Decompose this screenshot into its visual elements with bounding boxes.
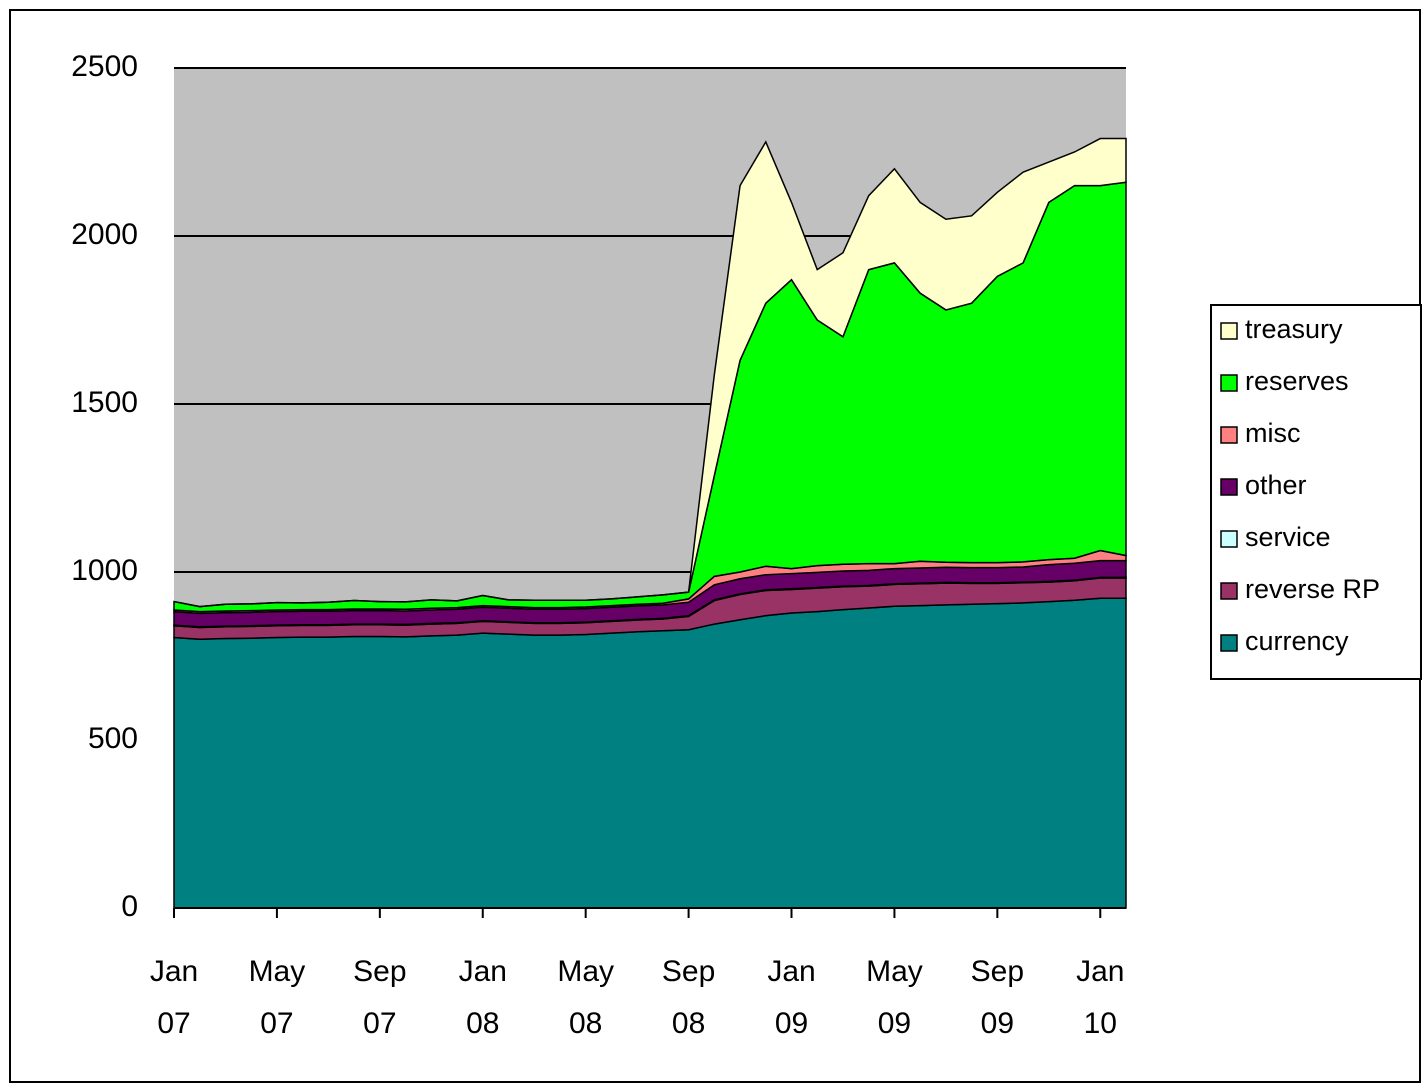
x-tick-label: Sep 08	[661, 955, 716, 1040]
y-tick-label: 0	[121, 890, 138, 923]
legend-label: other	[1245, 470, 1307, 500]
x-tick-label: May 09	[866, 955, 923, 1040]
x-tick-label: Jan 10	[1076, 955, 1125, 1040]
y-tick-label: 500	[88, 722, 138, 755]
area	[173, 597, 1127, 909]
legend-swatch	[1220, 322, 1238, 340]
x-tick-label: Sep 09	[970, 955, 1025, 1040]
legend-swatch	[1220, 582, 1238, 600]
legend-label: reverse RP	[1245, 574, 1380, 604]
x-tick-label: Sep 07	[353, 955, 407, 1040]
y-tick-label: 2500	[71, 50, 138, 83]
x-tick-label: Jan 08	[458, 955, 507, 1040]
legend-swatch	[1220, 478, 1238, 496]
x-tick-label: May 08	[557, 955, 615, 1040]
legend-swatch	[1220, 426, 1238, 444]
y-tick-label: 1500	[71, 386, 138, 419]
y-tick-label: 2000	[71, 218, 138, 251]
area	[173, 137, 1127, 608]
legend-label: service	[1245, 522, 1331, 552]
x-tick-label: May 07	[248, 955, 306, 1040]
legend-swatch	[1220, 634, 1238, 652]
legend-label: misc	[1245, 418, 1301, 448]
legend-box	[1210, 304, 1422, 680]
legend-swatch	[1220, 374, 1238, 392]
legend-label: treasury	[1245, 314, 1343, 344]
legend-label: reserves	[1245, 366, 1349, 396]
legend-label: currency	[1245, 626, 1349, 656]
x-tick-label: Jan 09	[767, 955, 816, 1040]
x-tick-label: Jan 07	[149, 955, 199, 1040]
legend-swatch	[1220, 530, 1238, 548]
y-tick-label: 1000	[71, 554, 138, 587]
